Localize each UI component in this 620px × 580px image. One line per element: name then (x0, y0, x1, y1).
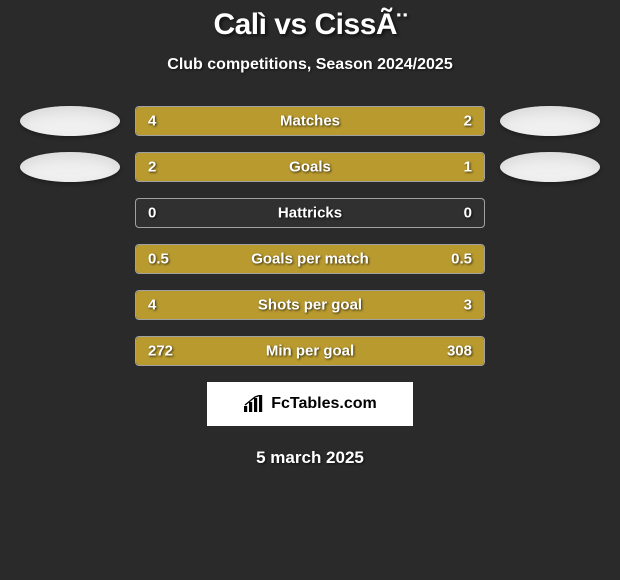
comparison-chart: 4 2 Matches 2 1 Goals 0 0 Hattricks 0.5 0.5 Goals p… (0, 106, 620, 366)
stat-label: Hattricks (278, 205, 342, 222)
stat-right-value: 3 (464, 297, 472, 314)
stat-row: 4 2 Matches (0, 106, 620, 136)
stat-right-value: 308 (447, 343, 472, 360)
stat-label: Goals per match (251, 251, 369, 268)
avatar-spacer (500, 244, 600, 274)
avatar-spacer (20, 290, 120, 320)
bar-left-fill (136, 153, 369, 181)
stat-row: 0.5 0.5 Goals per match (0, 244, 620, 274)
stat-row: 0 0 Hattricks (0, 198, 620, 228)
stat-row: 4 3 Shots per goal (0, 290, 620, 320)
logo-badge: FcTables.com (207, 382, 413, 426)
stat-bar: 4 2 Matches (135, 106, 485, 136)
stat-bar: 0.5 0.5 Goals per match (135, 244, 485, 274)
stat-left-value: 0 (148, 205, 156, 222)
bars-icon (243, 395, 265, 413)
player-left-avatar (20, 152, 120, 182)
stat-left-value: 4 (148, 297, 156, 314)
avatar-spacer (20, 336, 120, 366)
avatar-spacer (500, 336, 600, 366)
player-right-avatar (500, 152, 600, 182)
subtitle: Club competitions, Season 2024/2025 (0, 56, 620, 74)
avatar-spacer (20, 198, 120, 228)
page-title: Calì vs CissÃ¨ (0, 8, 620, 42)
stat-bar: 2 1 Goals (135, 152, 485, 182)
stat-right-value: 0.5 (451, 251, 472, 268)
stat-label: Goals (289, 159, 331, 176)
stat-left-value: 2 (148, 159, 156, 176)
logo-text: FcTables.com (271, 395, 377, 413)
stat-label: Matches (280, 113, 340, 130)
stat-right-value: 2 (464, 113, 472, 130)
stat-left-value: 4 (148, 113, 156, 130)
stat-right-value: 1 (464, 159, 472, 176)
avatar-spacer (20, 244, 120, 274)
stat-left-value: 272 (148, 343, 173, 360)
stat-right-value: 0 (464, 205, 472, 222)
player-right-avatar (500, 106, 600, 136)
stat-bar: 0 0 Hattricks (135, 198, 485, 228)
stat-bar: 4 3 Shots per goal (135, 290, 485, 320)
player-left-avatar (20, 106, 120, 136)
infographic-container: Calì vs CissÃ¨ Club competitions, Season… (0, 0, 620, 580)
stat-bar: 272 308 Min per goal (135, 336, 485, 366)
stat-label: Min per goal (266, 343, 354, 360)
avatar-spacer (500, 290, 600, 320)
stat-label: Shots per goal (258, 297, 362, 314)
stat-row: 2 1 Goals (0, 152, 620, 182)
stat-left-value: 0.5 (148, 251, 169, 268)
stat-row: 272 308 Min per goal (0, 336, 620, 366)
avatar-spacer (500, 198, 600, 228)
footer-date: 5 march 2025 (0, 448, 620, 468)
